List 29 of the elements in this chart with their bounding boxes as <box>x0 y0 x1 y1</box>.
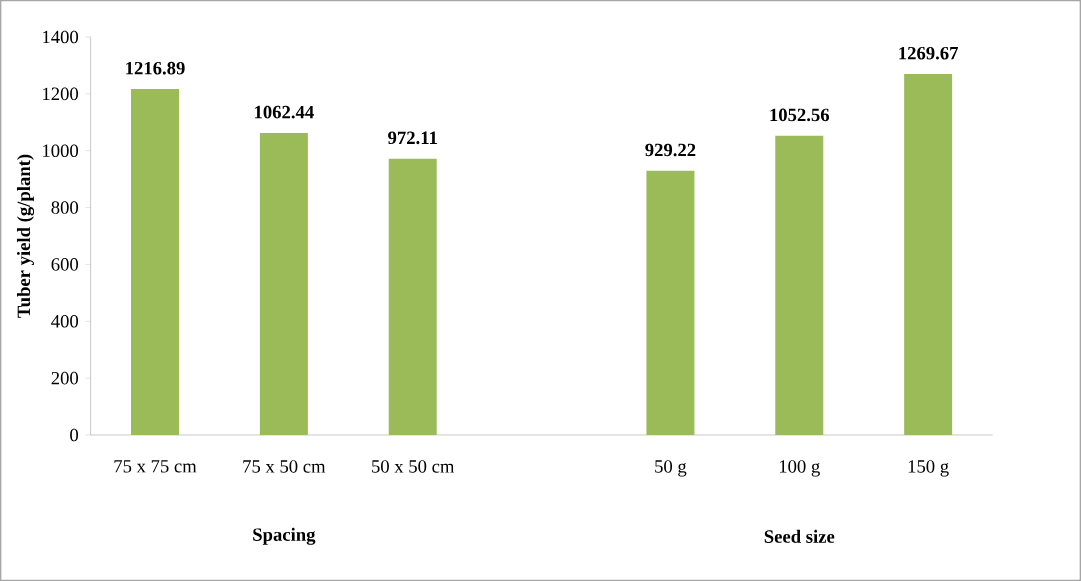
data-label: 972.11 <box>388 131 437 145</box>
bar <box>388 158 437 435</box>
y-tick-label: 0 <box>70 428 79 442</box>
bar <box>775 135 824 435</box>
data-label: 1269.67 <box>899 46 959 60</box>
y-tick-label: 1200 <box>43 87 79 101</box>
text: Seed size <box>764 529 835 543</box>
data-label: 1052.56 <box>770 108 830 122</box>
y-tick-label: 400 <box>51 314 79 328</box>
y-tick-label: 1000 <box>43 144 79 158</box>
x-tick-label: 75 x 50 cm <box>243 460 326 473</box>
y-tick-label: 1400 <box>43 30 79 44</box>
y-tick-label: 800 <box>51 201 79 214</box>
x-tick-label: 75 x 75 cm <box>114 460 197 473</box>
bar <box>904 74 953 435</box>
x-tick-label: 100 g <box>779 460 820 477</box>
data-label: 1216.89 <box>126 61 185 75</box>
y-axis-title: Tuber yield (g/plant) <box>16 154 35 318</box>
data-label: 929.22 <box>645 143 696 157</box>
x-tick-label: 50 g <box>655 460 687 477</box>
y-tick-label: 600 <box>51 258 79 271</box>
bar <box>259 132 308 435</box>
data-label: 1062.44 <box>255 105 314 119</box>
x-tick-label: 150 g <box>908 460 949 477</box>
x-tick-label: 50 x 50 cm <box>372 460 455 473</box>
text: Spacing <box>253 527 316 545</box>
bar <box>646 170 695 435</box>
y-tick-label: 200 <box>51 371 79 385</box>
bar <box>131 89 180 435</box>
